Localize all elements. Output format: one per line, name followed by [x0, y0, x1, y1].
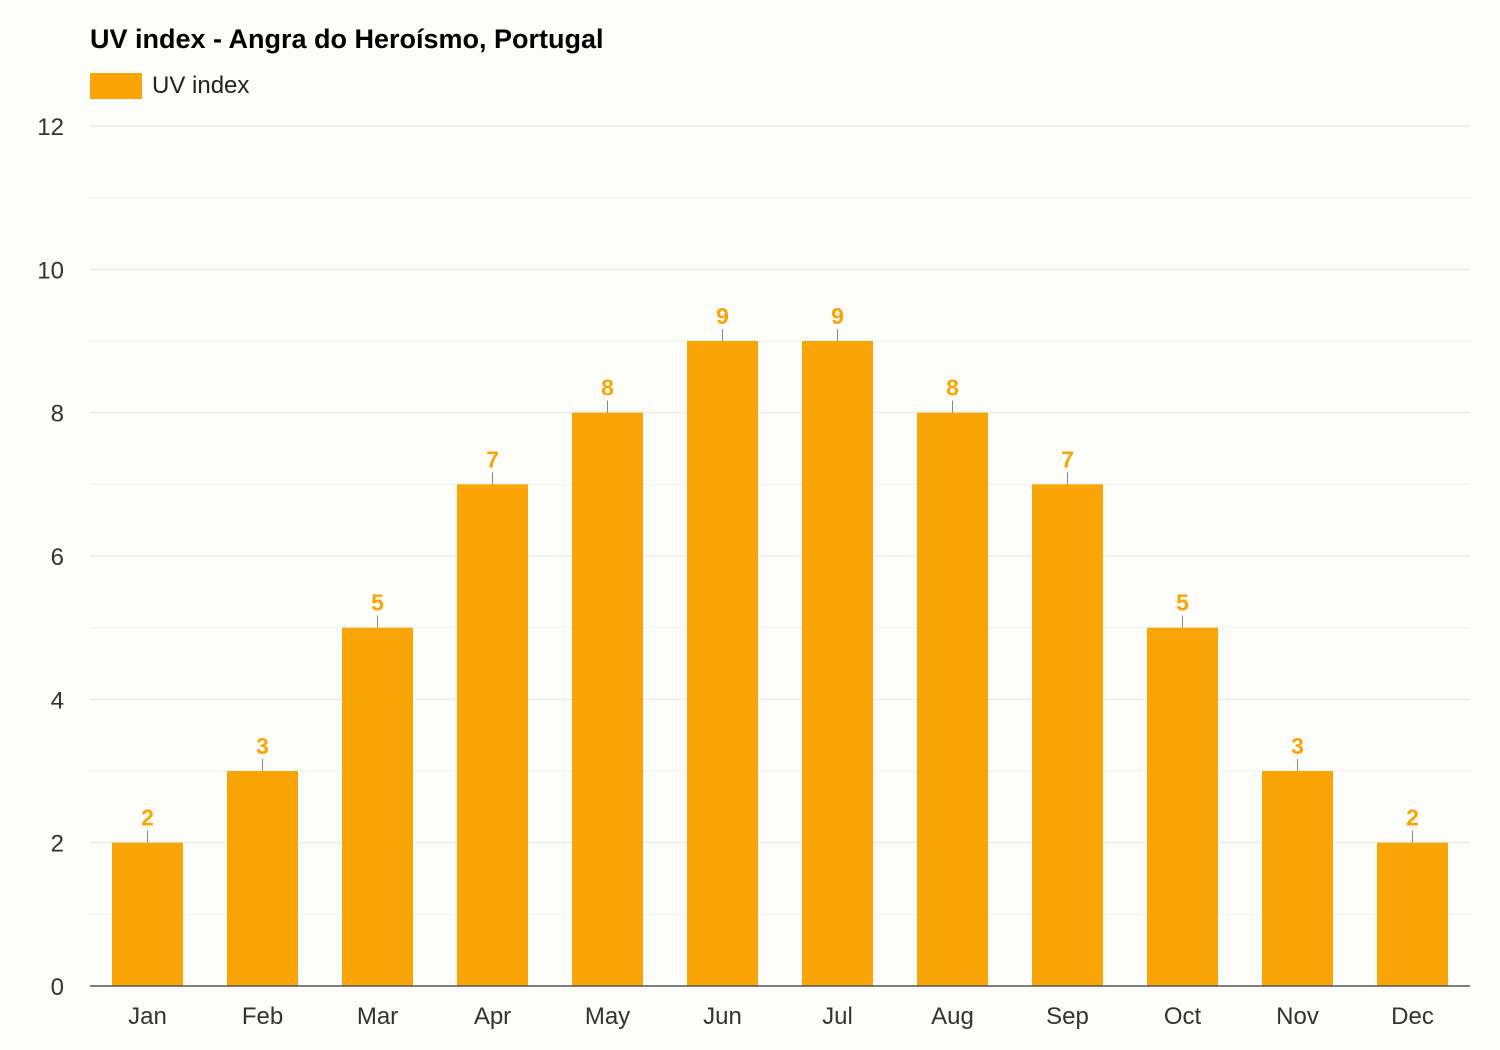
- bar-feb: [227, 771, 298, 986]
- x-tick-label-jul: Jul: [822, 1003, 853, 1030]
- y-tick-label: 12: [37, 114, 64, 141]
- data-labels: 2 3 5 7 8 9 9 8 7 5 3 2: [141, 303, 1419, 843]
- bar-jan: [112, 842, 183, 986]
- legend-label: UV index: [152, 72, 250, 99]
- y-axis-ticks: 0 2 4 6 8 10 12: [37, 114, 64, 1001]
- x-tick-label-aug: Aug: [931, 1003, 974, 1030]
- x-tick-label-sep: Sep: [1046, 1003, 1089, 1030]
- data-label-jun: 9: [716, 303, 729, 329]
- data-label-may: 8: [601, 375, 614, 401]
- legend[interactable]: UV index: [90, 72, 249, 100]
- data-label-jul: 9: [831, 303, 844, 329]
- bar-mar: [342, 627, 413, 986]
- x-tick-label-nov: Nov: [1276, 1003, 1319, 1030]
- bars: [112, 341, 1448, 987]
- data-label-nov: 3: [1291, 733, 1304, 759]
- bar-nov: [1262, 771, 1333, 986]
- x-axis-ticks: Jan Feb Mar Apr May Jun Jul Aug Sep Oct Nov Dec: [128, 1003, 1434, 1030]
- data-label-dec: 2: [1406, 805, 1419, 831]
- y-tick-label: 10: [37, 257, 64, 284]
- x-tick-label-dec: Dec: [1391, 1003, 1434, 1030]
- x-tick-label-apr: Apr: [474, 1003, 511, 1030]
- data-label-jan: 2: [141, 805, 154, 831]
- x-tick-label-may: May: [585, 1003, 630, 1030]
- bar-jun: [687, 341, 758, 986]
- bar-may: [572, 412, 643, 987]
- bar-apr: [457, 484, 528, 986]
- chart-title: UV index - Angra do Heroísmo, Portugal: [90, 24, 604, 54]
- x-tick-label-jan: Jan: [128, 1003, 167, 1030]
- y-tick-label: 8: [51, 401, 64, 428]
- y-tick-label: 4: [51, 687, 64, 714]
- grid-lines: [90, 125, 1470, 915]
- bar-jul: [802, 341, 873, 986]
- data-label-oct: 5: [1176, 590, 1189, 616]
- bar-oct: [1147, 627, 1218, 986]
- y-tick-label: 0: [51, 974, 64, 1001]
- data-label-feb: 3: [256, 733, 269, 759]
- x-tick-label-feb: Feb: [242, 1003, 283, 1030]
- legend-swatch: [90, 73, 142, 99]
- data-label-apr: 7: [486, 446, 499, 472]
- x-tick-label-mar: Mar: [357, 1003, 398, 1030]
- bar-dec: [1377, 842, 1448, 986]
- data-label-sep: 7: [1061, 446, 1074, 472]
- data-label-mar: 5: [371, 590, 384, 616]
- bar-aug: [917, 412, 988, 987]
- y-tick-label: 2: [51, 831, 64, 858]
- data-label-aug: 8: [946, 375, 959, 401]
- y-tick-label: 6: [51, 544, 64, 571]
- x-tick-label-oct: Oct: [1164, 1003, 1202, 1030]
- x-tick-label-jun: Jun: [703, 1003, 742, 1030]
- bar-sep: [1032, 484, 1103, 986]
